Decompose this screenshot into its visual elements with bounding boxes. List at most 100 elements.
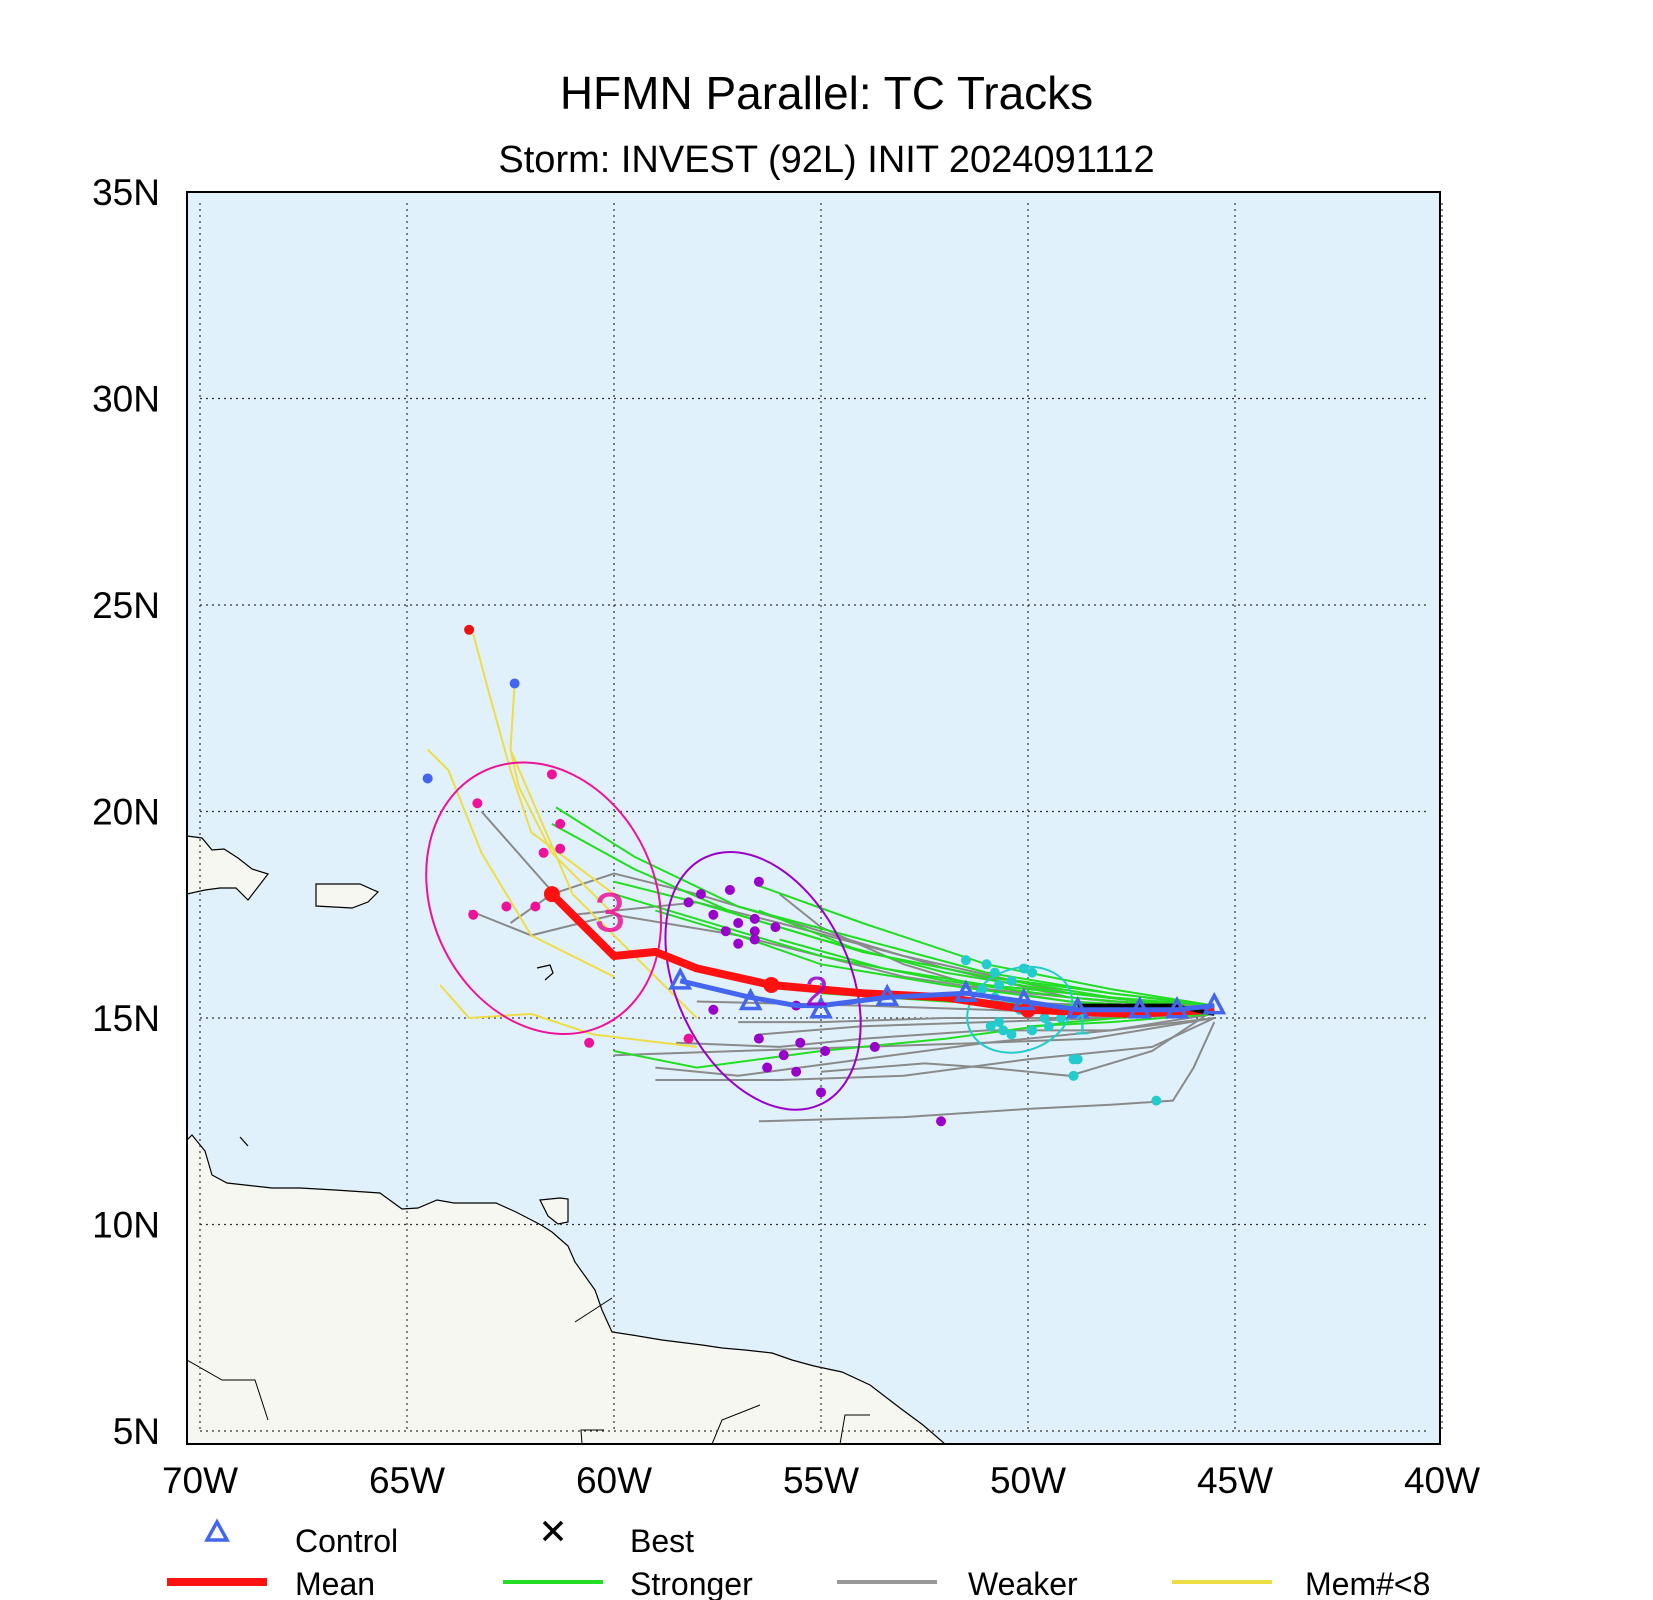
day1-position-point (960, 955, 971, 966)
day2-position-point (720, 926, 731, 937)
day1-position-point (977, 984, 988, 995)
day1-position-point (994, 1017, 1005, 1028)
final-position-point (509, 678, 520, 689)
day1-position-point (989, 967, 1000, 978)
uncertainty-ellipse-day-1 (966, 965, 1074, 1054)
day1-position-point (985, 1021, 996, 1032)
uncertainty-ellipse-day-2 (664, 850, 862, 1111)
stronger-track (555, 806, 1215, 1007)
legend-item-control: Control (204, 1518, 398, 1559)
day2-position-point (936, 1116, 947, 1127)
day2-position-point (820, 1046, 831, 1057)
day1-position-point (1006, 975, 1017, 986)
legend-item-mean: Mean (167, 1566, 375, 1600)
legend-label: Weaker (968, 1566, 1078, 1600)
control-track-marker (953, 979, 978, 1002)
legend-item-mem-8: Mem#<8 (1172, 1566, 1430, 1600)
day2-position-point (795, 1037, 806, 1048)
day1-position-point (1027, 967, 1038, 978)
day3-position-point (538, 847, 549, 858)
land-border (711, 1404, 761, 1444)
land-south-america (187, 1134, 946, 1444)
legend-label: Stronger (630, 1566, 753, 1600)
legend-label: Mean (295, 1566, 375, 1600)
legend-x-icon (542, 1520, 564, 1542)
day1-position-point (1151, 1095, 1162, 1106)
memlt8-track (439, 984, 697, 1048)
tracks-layer: 1 2 3 (422, 624, 1227, 1127)
weaker-track (758, 1021, 1216, 1123)
day2-position-point (770, 922, 781, 933)
land-border (574, 1297, 613, 1323)
land-border (839, 1414, 870, 1444)
control-track-marker (1127, 995, 1152, 1019)
land-small-island (239, 1136, 249, 1147)
weaker-track (655, 1017, 1215, 1081)
legend-label: Best (630, 1523, 694, 1559)
weaker-track (613, 1017, 1215, 1057)
control-track-marker (1065, 995, 1090, 1019)
control-track-marker (738, 987, 763, 1011)
control-track-marker (1165, 995, 1189, 1019)
land-island-trinidad (539, 1197, 569, 1225)
day3-position-point (530, 901, 541, 912)
lat-tick-label: 35N (92, 172, 160, 213)
grid-lines (199, 191, 1443, 1432)
day-label-3: 3 (594, 880, 625, 943)
land-border (187, 1359, 269, 1421)
stronger-track (613, 1008, 1215, 1069)
day1-position-point (1027, 1025, 1038, 1036)
day1-position-point (981, 959, 992, 970)
lon-tick-label: 50W (990, 1460, 1066, 1501)
day2-position-point (724, 884, 735, 895)
chart-title: HFMN Parallel: TC Tracks (559, 67, 1094, 119)
day2-position-point (695, 889, 706, 900)
control-track-marker (668, 967, 693, 990)
day3-position-point (472, 798, 483, 809)
day3-position-point (683, 1033, 694, 1044)
control-track-marker (875, 983, 900, 1007)
legend-item-stronger: Stronger (503, 1566, 753, 1600)
memlt8-track (509, 749, 698, 1019)
lat-tick-label: 5N (113, 1411, 160, 1452)
control-track-marker (1202, 991, 1227, 1015)
final-position-point (464, 624, 475, 635)
mean-track-marker (543, 886, 560, 903)
legend-triangle-icon (204, 1518, 230, 1542)
plot-frame (186, 191, 1441, 1445)
day1-position-point (1018, 963, 1029, 974)
day2-position-point (749, 913, 760, 924)
lat-tick-label: 10N (92, 1205, 160, 1246)
land-puerto-rico (315, 883, 380, 909)
lon-tick-label: 70W (162, 1460, 238, 1501)
legend-item-weaker: Weaker (837, 1566, 1078, 1600)
day1-position-point (1068, 1070, 1079, 1081)
day2-position-point (753, 876, 764, 887)
day3-position-point (555, 843, 566, 854)
control-track-marker (1011, 987, 1036, 1011)
day1-position-point (1039, 1013, 1050, 1023)
land-hispaniola (187, 835, 270, 901)
day1-position-point (1068, 1054, 1079, 1065)
day2-position-point (749, 934, 760, 945)
lon-tick-label: 40W (1404, 1460, 1480, 1501)
lon-tick-label: 65W (369, 1460, 445, 1501)
weaker-track (820, 1008, 1215, 1077)
chart-subtitle: Storm: INVEST (92L) INIT 2024091112 (498, 139, 1155, 181)
legend-item-best: Best (542, 1520, 694, 1559)
control-track (679, 978, 1215, 1013)
day3-position-point (546, 769, 557, 780)
lat-tick-label: 20N (92, 792, 160, 833)
control-track-marker (809, 995, 833, 1019)
lat-tick-label: 15N (92, 998, 160, 1039)
legend-label: Mem#<8 (1305, 1566, 1430, 1600)
memlt8-track (426, 748, 615, 978)
lat-tick-label: 30N (92, 379, 160, 420)
uncertainty-ellipse-day-3 (425, 761, 663, 1035)
day1-position-point (1006, 1029, 1017, 1040)
day3-position-point (555, 818, 566, 829)
day2-position-point (708, 909, 719, 920)
land-small-island (536, 964, 554, 981)
legend-label: Control (295, 1523, 398, 1559)
